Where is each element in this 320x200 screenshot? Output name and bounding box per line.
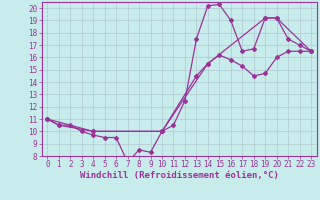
X-axis label: Windchill (Refroidissement éolien,°C): Windchill (Refroidissement éolien,°C) (80, 171, 279, 180)
